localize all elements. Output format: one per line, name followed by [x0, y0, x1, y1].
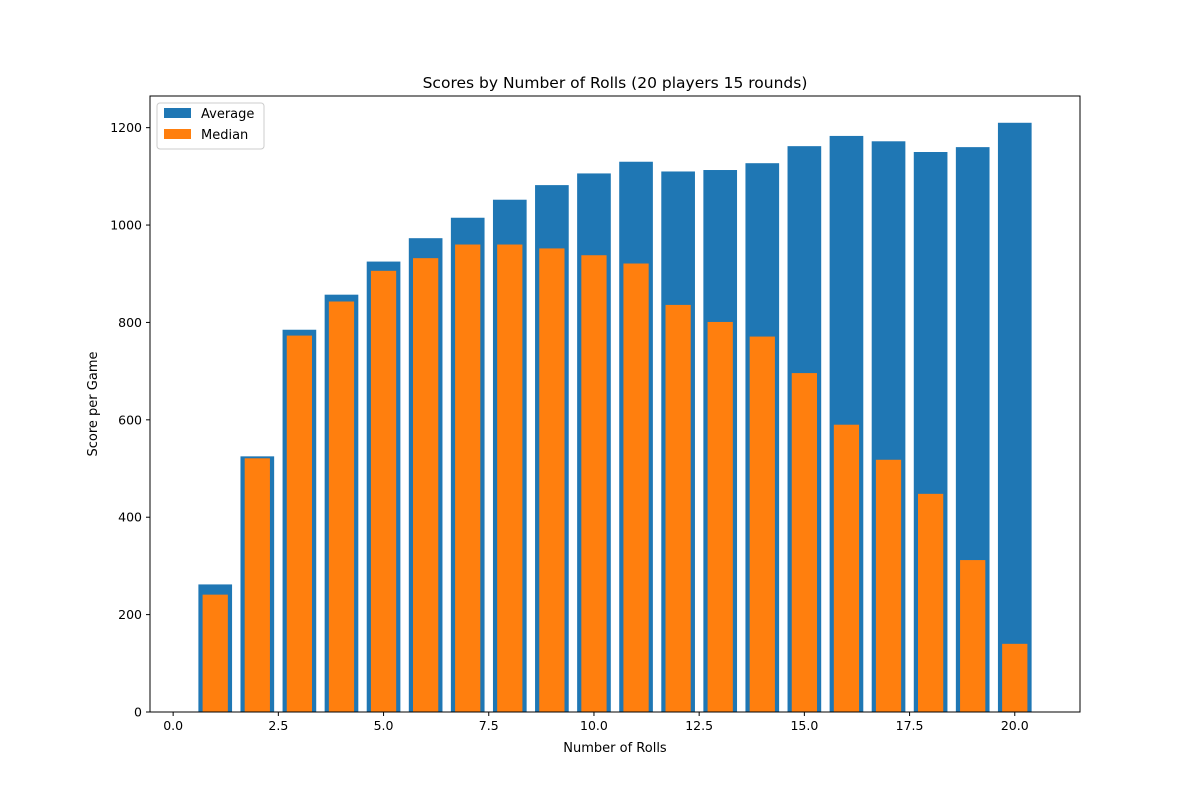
bar-median-8	[497, 244, 523, 712]
y-tick-label: 200	[118, 607, 142, 622]
bar-median-4	[328, 301, 355, 712]
bar-median-2	[244, 458, 270, 712]
bar-median-15	[791, 373, 817, 712]
legend-swatch-median	[164, 129, 191, 139]
x-tick-label: 15.0	[790, 718, 818, 733]
bar-median-9	[539, 248, 565, 713]
x-tick-label: 17.5	[896, 718, 924, 733]
x-tick-label: 2.5	[268, 718, 288, 733]
legend-label-median: Median	[201, 128, 248, 143]
y-axis-ticks: 0 200 400 600 800 1000 1200	[110, 120, 150, 720]
y-tick-label: 400	[118, 510, 142, 525]
bar-average-20	[997, 122, 1032, 712]
bar-median-7	[455, 244, 481, 712]
x-axis-ticks: 0.0 2.5 5.0 7.5 10.0 12.5 15.0 17.5 20.0	[163, 712, 1029, 733]
bar-median-13	[707, 321, 733, 712]
y-axis-label: Score per Game	[86, 352, 101, 457]
bar-median-11	[623, 263, 649, 712]
x-tick-label: 7.5	[479, 718, 499, 733]
y-tick-label: 0	[134, 705, 142, 720]
x-tick-label: 20.0	[1001, 718, 1029, 733]
y-tick-label: 1000	[110, 218, 142, 233]
bar-median-18	[917, 493, 944, 712]
bar-median-19	[960, 560, 986, 712]
legend-label-average: Average	[201, 107, 254, 122]
bar-median-10	[581, 255, 607, 713]
y-tick-label: 600	[118, 412, 142, 427]
bar-median-16	[833, 424, 860, 712]
chart-title: Scores by Number of Rolls (20 players 15…	[423, 74, 808, 92]
bar-median-20	[1002, 643, 1028, 712]
plot-frame	[149, 95, 1081, 713]
bar-median-14	[749, 336, 775, 712]
y-tick-label: 800	[118, 315, 142, 330]
bar-median-3	[286, 335, 313, 712]
x-axis-label: Number of Rolls	[563, 741, 667, 756]
x-tick-label: 0.0	[163, 718, 183, 733]
legend: Average Median	[156, 102, 265, 150]
bar-median-12	[665, 304, 691, 712]
y-tick-label: 1200	[110, 120, 142, 135]
bar-median-17	[875, 459, 902, 712]
bar-median-6	[413, 258, 439, 712]
legend-swatch-average	[164, 108, 191, 118]
bar-median-5	[370, 270, 397, 712]
x-tick-label: 10.0	[580, 718, 608, 733]
x-tick-label: 5.0	[374, 718, 394, 733]
bar-median-1	[202, 594, 228, 712]
bars-group	[198, 122, 1032, 713]
x-tick-label: 12.5	[685, 718, 713, 733]
